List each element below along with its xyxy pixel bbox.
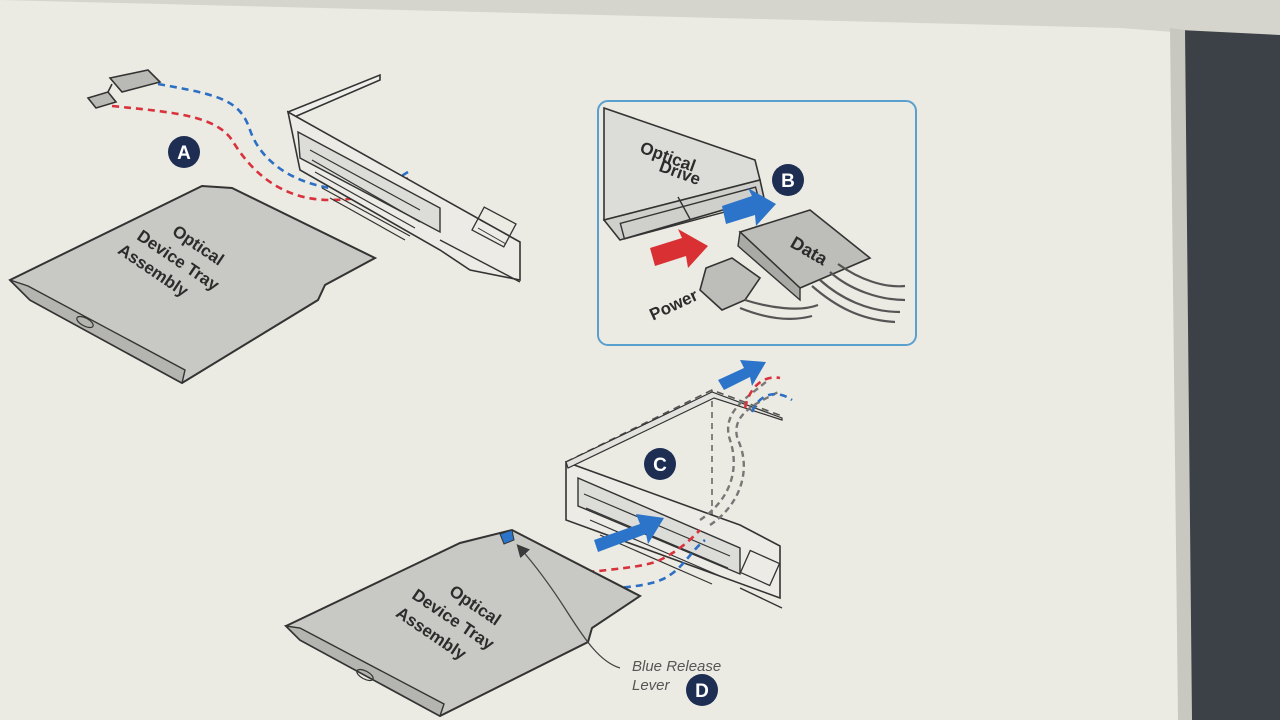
- release-lever-label-line1: Blue Release: [632, 658, 721, 675]
- server-chassis: [286, 73, 521, 283]
- data-arrow-icon: [722, 188, 776, 226]
- step-badge-b: B: [772, 164, 804, 196]
- step-badge-d: D: [686, 674, 718, 706]
- svg-text:D: D: [695, 681, 709, 702]
- step-c-group: C: [565, 360, 793, 609]
- detail-panel-b: Optical Drive Data Power B: [597, 100, 917, 346]
- optical-drive-body: Optical Drive: [602, 106, 765, 241]
- svg-text:B: B: [781, 171, 795, 192]
- data-cable-dashed: [157, 82, 409, 192]
- svg-text:C: C: [653, 455, 667, 476]
- cable-route-arrow-icon: [718, 360, 766, 390]
- monitor-bezel: [1180, 30, 1280, 720]
- release-lever-label-line2: Lever: [632, 677, 671, 694]
- power-arrow-icon: [650, 229, 708, 268]
- optical-device-tray-top: Optical Device Tray Assembly: [8, 184, 378, 385]
- insert-arrow-icon: [594, 514, 664, 552]
- step-d-group: Optical Device Tray Assembly Blue Releas…: [284, 528, 721, 718]
- step-badge-a: A: [168, 136, 200, 168]
- step-a-group: Optical Device Tray Assembly A: [8, 69, 521, 385]
- cable-connector: [86, 69, 162, 109]
- step-badge-c: C: [644, 448, 676, 480]
- svg-text:A: A: [177, 143, 191, 164]
- data-connector: Data: [737, 209, 906, 324]
- blue-release-lever[interactable]: [499, 529, 515, 545]
- optical-device-tray-bottom: Optical Device Tray Assembly: [284, 528, 642, 718]
